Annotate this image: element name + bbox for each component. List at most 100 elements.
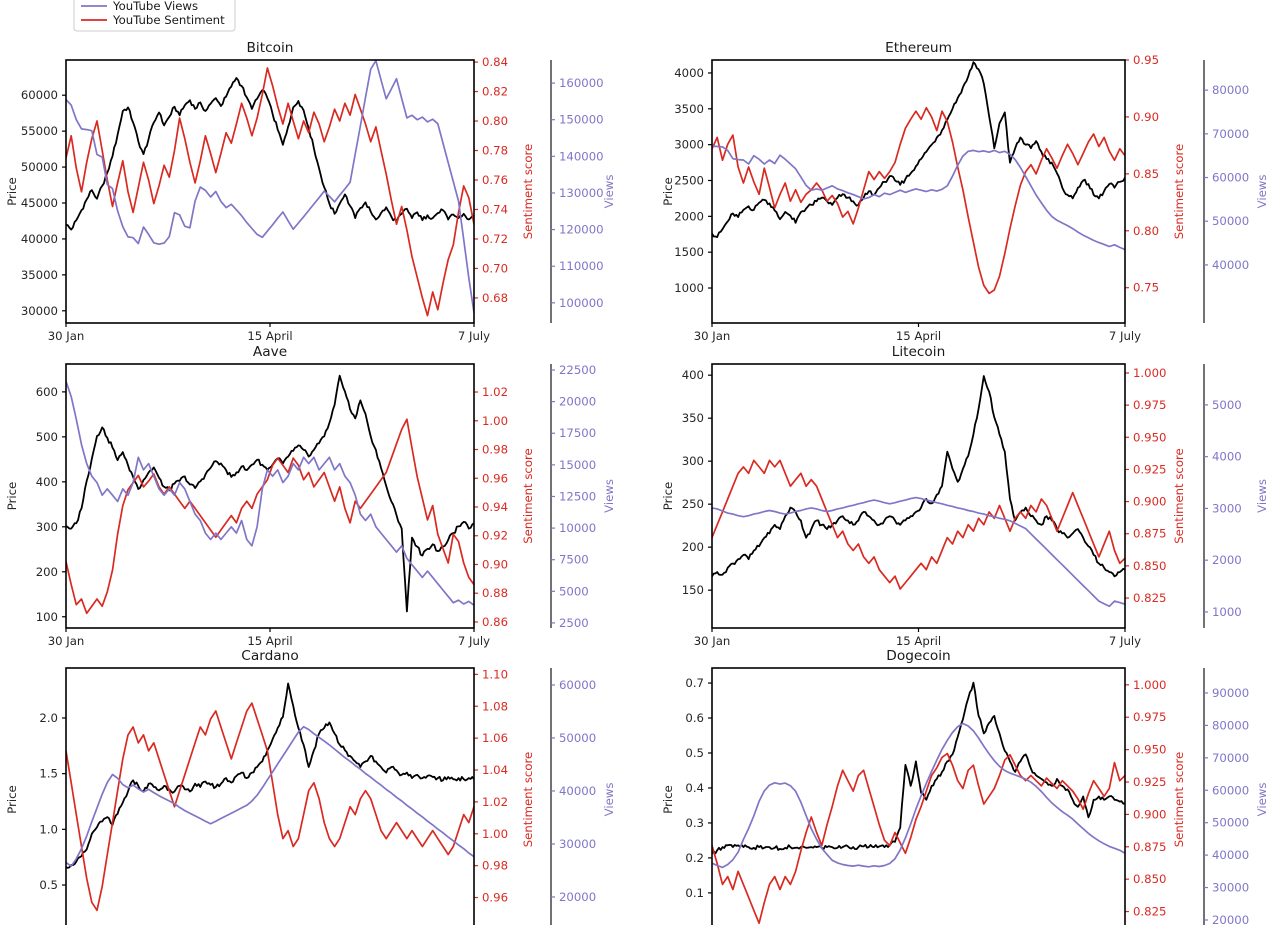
- price-tick-label: 300: [682, 454, 704, 468]
- views-tick-label: 120000: [559, 223, 604, 237]
- plot-border: [65, 363, 475, 629]
- plot-border: [711, 667, 1126, 925]
- price-tick-label: 4000: [674, 66, 704, 80]
- legend-label: YouTube Sentiment: [112, 13, 225, 27]
- views-line: [712, 722, 1125, 869]
- sentiment-tick-label: 0.98: [482, 443, 508, 457]
- sentiment-tick-label: 0.95: [1133, 53, 1159, 67]
- sentiment-tick-label: 0.80: [1133, 224, 1159, 238]
- series-group: [712, 375, 1125, 608]
- sentiment-tick-label: 0.75: [1133, 281, 1159, 295]
- views-tick-label: 12500: [559, 489, 596, 503]
- sentiment-tick-label: 1.00: [482, 414, 508, 428]
- views-tick-label: 30000: [559, 837, 596, 851]
- chart-title: Ethereum: [885, 40, 952, 56]
- views-tick-label: 50000: [1212, 816, 1249, 830]
- price-tick-label: 0.5: [39, 878, 58, 892]
- plot-border: [65, 667, 475, 925]
- sentiment-tick-label: 0.850: [1133, 872, 1166, 886]
- sentiment-tick-label: 1.04: [482, 763, 508, 777]
- price-line: [712, 681, 1125, 855]
- views-tick-label: 80000: [1212, 83, 1249, 97]
- price-tick-label: 1500: [674, 245, 704, 259]
- price-tick-label: 0.2: [685, 851, 704, 865]
- sentiment-tick-label: 0.78: [482, 144, 508, 158]
- views-tick-label: 130000: [559, 186, 604, 200]
- views-tick-label: 3000: [1212, 501, 1242, 515]
- sentiment-tick-label: 0.70: [482, 261, 508, 275]
- sentiment-tick-label: 0.84: [482, 55, 508, 69]
- views-tick-label: 2000: [1212, 553, 1242, 567]
- views-tick-label: 40000: [559, 784, 596, 798]
- sentiment-tick-label: 0.72: [482, 232, 508, 246]
- chart-aave: Aave 30 Jan 15 April 7 July 100 200 300 400 500 6…: [5, 344, 616, 648]
- price-tick-label: 500: [36, 430, 58, 444]
- chart-title: Cardano: [241, 648, 298, 664]
- x-tick-label: 7 July: [458, 634, 490, 648]
- sentiment-tick-label: 0.98: [482, 859, 508, 873]
- views-line: [66, 380, 474, 607]
- chart-litecoin: Litecoin 30 Jan 15 April 7 July 150 200 250 300…: [661, 344, 1269, 648]
- sentiment-tick-label: 1.06: [482, 731, 508, 745]
- x-tick-label: 30 Jan: [48, 634, 85, 648]
- price-tick-label: 0.7: [685, 676, 704, 690]
- sentiment-tick-label: 0.950: [1133, 743, 1166, 757]
- sentiment-tick-label: 0.925: [1133, 775, 1166, 789]
- sentiment-tick-label: 0.825: [1133, 591, 1166, 605]
- price-tick-label: 0.1: [685, 886, 704, 900]
- price-tick-label: 50000: [21, 160, 58, 174]
- sentiment-axis-title: Sentiment score: [1172, 144, 1186, 240]
- sentiment-tick-label: 0.825: [1133, 905, 1166, 919]
- sentiment-tick-label: 0.94: [482, 500, 508, 514]
- views-tick-label: 160000: [559, 76, 604, 90]
- price-tick-label: 250: [682, 497, 704, 511]
- sentiment-tick-label: 0.76: [482, 173, 508, 187]
- sentiment-tick-label: 1.02: [482, 795, 508, 809]
- x-tick-label: 30 Jan: [694, 329, 731, 343]
- plot-border: [711, 59, 1126, 324]
- views-tick-label: 60000: [559, 678, 596, 692]
- price-tick-label: 0.6: [685, 711, 704, 725]
- plot-border: [711, 363, 1126, 629]
- sentiment-tick-label: 0.975: [1133, 398, 1166, 412]
- price-tick-label: 60000: [21, 88, 58, 102]
- sentiment-axis-title: Sentiment score: [1172, 752, 1186, 848]
- sentiment-line: [712, 459, 1125, 590]
- price-tick-label: 30000: [21, 304, 58, 318]
- sentiment-tick-label: 0.96: [482, 891, 508, 905]
- views-tick-label: 100000: [559, 296, 604, 310]
- sentiment-tick-label: 1.02: [482, 385, 508, 399]
- price-tick-label: 400: [682, 368, 704, 382]
- views-tick-label: 50000: [1212, 214, 1249, 228]
- price-tick-label: 2.0: [39, 711, 58, 725]
- price-tick-label: 0.5: [685, 746, 704, 760]
- series-group: [66, 374, 474, 615]
- price-tick-label: 200: [36, 565, 58, 579]
- price-tick-label: 3000: [674, 138, 704, 152]
- sentiment-axis-title: Sentiment score: [1172, 448, 1186, 544]
- chart-bitcoin: Bitcoin 30 Jan 15 April 7 July 30000 35000 400…: [5, 40, 616, 343]
- sentiment-tick-label: 0.875: [1133, 840, 1166, 854]
- views-axis-title: Views: [1255, 479, 1269, 513]
- views-tick-label: 2500: [559, 616, 589, 630]
- chart-title: Bitcoin: [247, 40, 294, 56]
- views-tick-label: 70000: [1212, 751, 1249, 765]
- price-tick-label: 45000: [21, 196, 58, 210]
- x-tick-label: 15 April: [896, 634, 941, 648]
- sentiment-tick-label: 1.000: [1133, 366, 1166, 380]
- price-tick-label: 2000: [674, 209, 704, 223]
- sentiment-tick-label: 0.90: [1133, 110, 1159, 124]
- sentiment-tick-label: 0.850: [1133, 559, 1166, 573]
- x-tick-label: 15 April: [247, 329, 292, 343]
- sentiment-tick-label: 0.82: [482, 85, 508, 99]
- price-tick-label: 1.0: [39, 822, 58, 836]
- sentiment-line: [712, 106, 1125, 295]
- chart-title: Dogecoin: [886, 648, 950, 664]
- x-tick-label: 30 Jan: [48, 329, 85, 343]
- sentiment-line: [66, 418, 474, 615]
- views-axis-title: Views: [602, 175, 616, 209]
